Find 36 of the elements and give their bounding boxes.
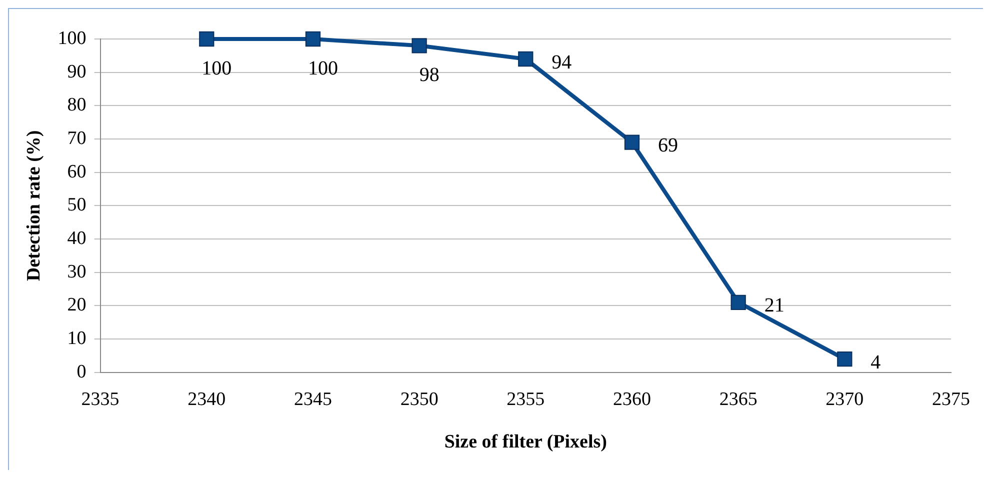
y-tick-label: 70 xyxy=(67,128,86,150)
x-tick-label: 2365 xyxy=(719,388,758,410)
data-label: 4 xyxy=(870,351,881,374)
y-tick-label: 50 xyxy=(67,194,86,216)
data-label: 98 xyxy=(419,64,440,86)
x-tick-label: 2335 xyxy=(81,388,120,410)
x-axis-title: Size of filter (Pixels) xyxy=(444,432,607,453)
point xyxy=(730,294,746,310)
x-tick-label: 2340 xyxy=(188,388,226,410)
y-tick-label: 40 xyxy=(67,228,86,250)
x-tick-label: 2370 xyxy=(826,388,864,410)
data-label: 21 xyxy=(764,294,784,317)
x-tick-label: 2375 xyxy=(932,388,970,410)
y-tick-label: 30 xyxy=(67,261,86,282)
x-tick-label: 2350 xyxy=(400,388,438,410)
data-label: 100 xyxy=(202,57,232,80)
x-tick-label: 2355 xyxy=(506,388,545,410)
y-tick-label: 20 xyxy=(67,294,86,316)
data-label: 100 xyxy=(308,57,338,80)
data-label: 69 xyxy=(658,134,678,157)
y-tick-label: 10 xyxy=(67,328,86,350)
point xyxy=(837,351,852,367)
point xyxy=(412,38,427,54)
x-tick-label: 2345 xyxy=(294,388,332,410)
y-tick-label: 60 xyxy=(67,161,86,182)
y-tick-label: 0 xyxy=(76,361,86,382)
y-tick-label: 100 xyxy=(58,28,86,49)
point xyxy=(518,51,534,67)
y-tick-label: 80 xyxy=(67,94,86,116)
point xyxy=(305,31,321,47)
y-tick-label: 90 xyxy=(67,61,86,82)
point xyxy=(199,31,214,47)
x-tick-label: 2360 xyxy=(612,388,651,410)
data-label: 94 xyxy=(552,51,572,74)
point xyxy=(624,134,640,150)
y-axis-title: Detection rate (%) xyxy=(23,130,44,282)
